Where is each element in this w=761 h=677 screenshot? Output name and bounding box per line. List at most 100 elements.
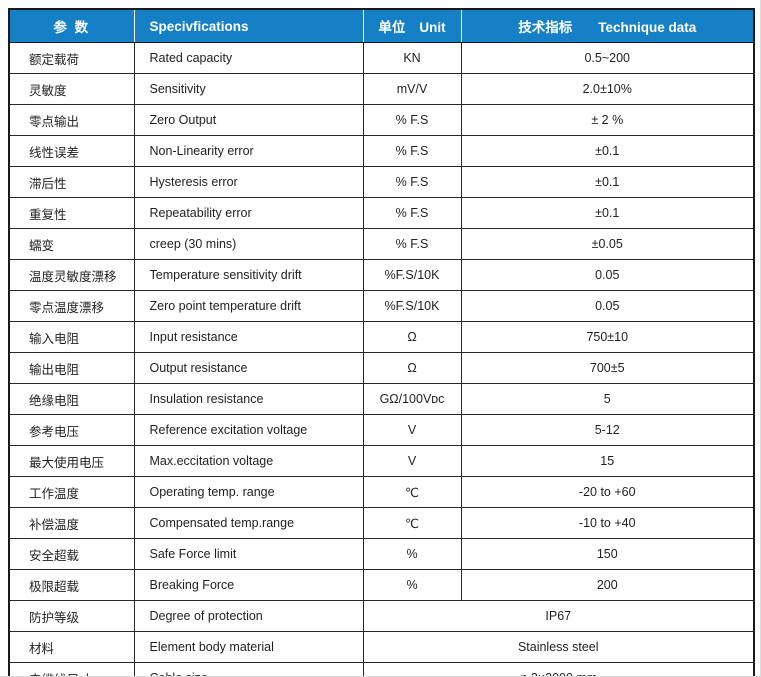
unit-cell: %F.S/10K [362, 290, 462, 322]
value-merged-cell: Stainless steel [362, 631, 755, 663]
param-cn-cell: 参考电压 [8, 414, 135, 446]
header-tech-cn: 技术指标 [518, 20, 573, 35]
unit-cell: %F.S/10K [362, 259, 462, 291]
param-cn-cell: 补偿温度 [8, 507, 135, 539]
param-cn-cell: 输入电阻 [8, 321, 135, 353]
header-row: 参 数 Specivfications 单位 Unit 技术指标 Technique… [9, 9, 754, 43]
spec-en-cell: Sensitivity [133, 73, 364, 105]
param-cn-cell: 零点输出 [8, 104, 135, 136]
table-row: 最大使用电压 Max.eccitation voltage V 15 [8, 445, 755, 477]
table-row: 输出电阻 Output resistance Ω 700±5 [8, 352, 755, 384]
param-cn-cell: 安全超载 [8, 538, 135, 570]
value-cell: 750±10 [460, 321, 755, 353]
spec-en-cell: Temperature sensitivity drift [133, 259, 364, 291]
param-cn-cell: 绝缘电阻 [8, 383, 135, 415]
value-cell: ± 2 % [460, 104, 755, 136]
spec-en-cell: Element body material [133, 631, 364, 663]
table-row: 参考电压 Reference excitation voltage V 5-12 [8, 414, 755, 446]
param-cn-cell: 额定载荷 [8, 42, 135, 74]
value-cell: ±0.05 [460, 228, 755, 260]
unit-cell: % F.S [362, 166, 462, 198]
table-row: 滞后性 Hysteresis error% F.S ±0.1 [8, 166, 755, 198]
table-row: 重复性 Repeatability error% F.S ±0.1 [8, 197, 755, 229]
unit-cell: mV/V [362, 73, 462, 105]
table-row: 工作温度 Operating temp. range ℃ -20 to +60 [8, 476, 755, 508]
value-cell: 700±5 [460, 352, 755, 384]
spec-en-cell: Rated capacity [133, 42, 364, 74]
header-param: 参 数 [9, 9, 135, 43]
value-cell: 0.5~200 [460, 42, 755, 74]
table-row: 额定载荷 Rated capacity KN 0.5~200 [8, 42, 755, 74]
param-cn-cell: 滞后性 [8, 166, 135, 198]
spec-en-cell: Reference excitation voltage [133, 414, 364, 446]
value-cell: ±0.1 [460, 166, 755, 198]
table-row: 线性误差 Non-Linearity error% F.S ±0.1 [8, 135, 755, 167]
spec-en-cell: Zero point temperature drift [133, 290, 364, 322]
param-cn-cell: 零点温度漂移 [8, 290, 135, 322]
header-unit: 单位 Unit [363, 9, 462, 43]
unit-cell: % [362, 538, 462, 570]
param-cn-cell: 极限超载 [8, 569, 135, 601]
spec-en-cell: Compensated temp.range [133, 507, 364, 539]
spec-en-cell: Breaking Force [133, 569, 364, 601]
value-cell: 0.05 [460, 290, 755, 322]
spec-table: 参 数 Specivfications 单位 Unit 技术指标 Technique… [8, 8, 755, 676]
spec-en-cell: Output resistance [133, 352, 364, 384]
table-row: 蠕变 creep (30 mins)% F.S ±0.05 [8, 228, 755, 260]
unit-cell: V [362, 414, 462, 446]
value-cell: -20 to +60 [460, 476, 755, 508]
spec-en-cell: Input resistance [133, 321, 364, 353]
param-cn-cell: 输出电阻 [8, 352, 135, 384]
table-row: 零点温度漂移 Zero point temperature drift %F.S/1… [8, 290, 755, 322]
table-row: 安全超载 Safe Force limit% 150 [8, 538, 755, 570]
unit-cell: % F.S [362, 135, 462, 167]
spec-en-cell: Zero Output [133, 104, 364, 136]
unit-cell: GΩ/100Vᴅᴄ [362, 383, 462, 415]
table-row: 补偿温度 Compensated temp.range ℃ -10 to +40 [8, 507, 755, 539]
spec-en-cell: creep (30 mins) [133, 228, 364, 260]
unit-cell: ℃ [362, 507, 462, 539]
param-cn-cell: 最大使用电压 [8, 445, 135, 477]
unit-cell: KN [362, 42, 462, 74]
value-cell: 15 [460, 445, 755, 477]
table-row: 极限超载 Breaking Force% 200 [8, 569, 755, 601]
header-unit-cn: 单位 [378, 20, 406, 35]
table-row: 材料 Element body material Stainless steel [8, 631, 755, 663]
value-cell: 5 [460, 383, 755, 415]
table-row: 绝缘电阻 Insulation resistance GΩ/100Vᴅᴄ 5 [8, 383, 755, 415]
param-cn-cell: 蠕变 [8, 228, 135, 260]
header-technique-data: 技术指标 Technique data [461, 9, 754, 43]
spec-en-cell: Insulation resistance [133, 383, 364, 415]
unit-cell: % F.S [362, 197, 462, 229]
spec-en-cell: Safe Force limit [133, 538, 364, 570]
header-unit-en: Unit [419, 20, 446, 35]
table-row: 温度灵敏度漂移 Temperature sensitivity drift %F.S… [8, 259, 755, 291]
unit-cell: Ω [362, 352, 462, 384]
spec-en-cell: Operating temp. range [133, 476, 364, 508]
table-row: 电缆线尺寸Cable sizeφ 3×3000 mm [8, 662, 755, 676]
value-cell: 2.0±10% [460, 73, 755, 105]
spec-en-cell: Hysteresis error [133, 166, 364, 198]
spec-en-cell: Repeatability error [133, 197, 364, 229]
header-tech-en: Technique data [598, 20, 697, 35]
value-cell: ±0.1 [460, 197, 755, 229]
value-cell: 150 [460, 538, 755, 570]
param-cn-cell: 防护等级 [8, 600, 135, 632]
table-row: 输入电阻 Input resistance Ω 750±10 [8, 321, 755, 353]
param-cn-cell: 重复性 [8, 197, 135, 229]
value-cell: 5-12 [460, 414, 755, 446]
table-row: 零点输出 Zero Output% F.S ± 2 % [8, 104, 755, 136]
value-cell: -10 to +40 [460, 507, 755, 539]
value-merged-cell: φ 3×3000 mm [362, 662, 755, 676]
value-cell: 0.05 [460, 259, 755, 291]
value-merged-cell: IP67 [362, 600, 755, 632]
spec-table-header: 参 数 Specivfications 单位 Unit 技术指标 Technique… [9, 9, 754, 43]
unit-cell: Ω [362, 321, 462, 353]
header-specifications: Specivfications [134, 9, 364, 43]
value-cell: ±0.1 [460, 135, 755, 167]
spec-en-cell: Max.eccitation voltage [133, 445, 364, 477]
param-cn-cell: 工作温度 [8, 476, 135, 508]
param-cn-cell: 电缆线尺寸 [8, 662, 135, 676]
unit-cell: % [362, 569, 462, 601]
